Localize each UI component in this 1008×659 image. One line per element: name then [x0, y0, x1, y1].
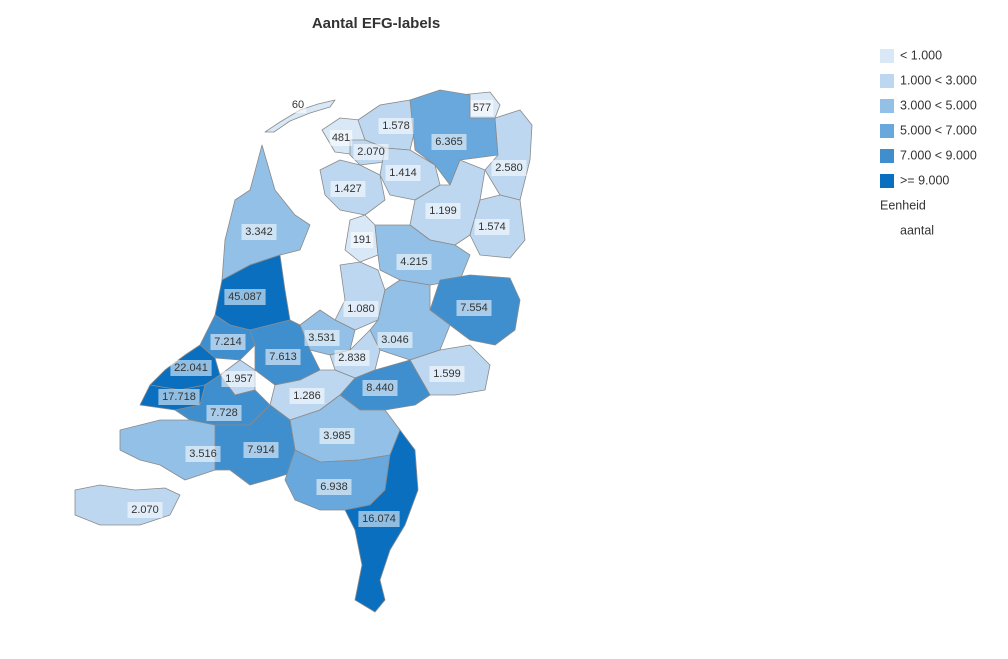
label-box: [343, 301, 379, 317]
region-label: 3.531: [308, 332, 336, 344]
region-label: 1.286: [293, 390, 321, 402]
region: [264, 99, 336, 133]
label-box: [350, 232, 374, 248]
label-box: [429, 366, 465, 382]
legend-swatch: [880, 124, 894, 138]
region-label: 60: [292, 99, 304, 111]
region-label: 1.427: [334, 183, 362, 195]
label-box: [329, 130, 353, 146]
legend-unit: aantal: [900, 223, 934, 237]
label-box: [362, 380, 398, 396]
legend-unit-title: Eenheid: [880, 198, 926, 212]
label-box: [170, 360, 212, 376]
region: [221, 144, 311, 281]
region-label: 1.578: [382, 120, 410, 132]
region-label: 2.070: [357, 146, 385, 158]
region-label: 3.342: [245, 226, 273, 238]
region-label: 6.365: [435, 136, 463, 148]
label-box: [304, 330, 340, 346]
region-label: 1.957: [225, 373, 253, 385]
region: [334, 261, 386, 331]
label-box: [330, 181, 366, 197]
region-label: 22.041: [174, 362, 208, 374]
region-label: 7.728: [210, 407, 238, 419]
legend: < 1.000 1.000 < 3.000 3.000 < 5.000 5.000 <…: [880, 48, 977, 237]
region-label: 7.554: [460, 302, 488, 314]
label-box: [221, 371, 257, 387]
region-label: 1.080: [347, 303, 375, 315]
legend-swatch: [880, 174, 894, 188]
region-label: 7.214: [214, 336, 242, 348]
legend-label: < 1.000: [900, 48, 942, 62]
legend-swatch: [880, 74, 894, 88]
legend-label: 5.000 < 7.000: [900, 123, 977, 137]
region-label: 3.985: [323, 430, 351, 442]
label-box: [474, 219, 510, 235]
region-label: 191: [353, 234, 371, 246]
legend-label: 1.000 < 3.000: [900, 73, 977, 87]
label-box: [425, 203, 461, 219]
label-box: [289, 388, 325, 404]
label-box: [316, 479, 352, 495]
label-box: [491, 160, 527, 176]
region-label: 16.074: [362, 513, 396, 525]
region-label: 7.613: [269, 351, 297, 363]
label-box: [265, 349, 301, 365]
region-label: 17.718: [162, 391, 196, 403]
region-label: 4.215: [400, 256, 428, 268]
label-box: [358, 511, 400, 527]
label-box: [431, 134, 467, 150]
label-box: [334, 350, 370, 366]
label-box: [185, 446, 221, 462]
label-box: [241, 224, 277, 240]
label-box: [353, 144, 389, 160]
label-box: [210, 334, 246, 350]
region-label: 3.046: [381, 334, 409, 346]
label-box: [289, 97, 307, 113]
legend-label: >= 9.000: [900, 173, 949, 187]
label-box: [158, 389, 200, 405]
label-box: [127, 502, 163, 518]
region-label: 1.414: [389, 167, 417, 179]
legend-swatch: [880, 99, 894, 113]
label-box: [378, 118, 414, 134]
label-box: [243, 442, 279, 458]
region-label: 7.914: [247, 444, 275, 456]
legend-swatch: [880, 49, 894, 63]
region-labels: 60 481 1.578 577 6.365 2.070 1.414 2.580 1.427 1.…: [127, 97, 527, 527]
label-box: [319, 428, 355, 444]
region-label: 8.440: [366, 382, 394, 394]
region-label: 1.599: [433, 368, 461, 380]
legend-label: 7.000 < 9.000: [900, 148, 977, 162]
regions: [74, 89, 533, 613]
region-label: 6.938: [320, 481, 348, 493]
chart-title: Aantal EFG-labels: [312, 15, 440, 32]
region-label: 2.070: [131, 504, 159, 516]
label-box: [456, 300, 492, 316]
region-label: 1.199: [429, 205, 457, 217]
label-box: [396, 254, 432, 270]
region-label: 577: [473, 102, 491, 114]
region-label: 481: [332, 132, 350, 144]
region-label: 3.516: [189, 448, 217, 460]
label-box: [377, 332, 413, 348]
region-label: 1.574: [478, 221, 506, 233]
label-box: [470, 100, 494, 116]
legend-swatch: [880, 149, 894, 163]
label-box: [224, 289, 266, 305]
legend-label: 3.000 < 5.000: [900, 98, 977, 112]
region-label: 2.838: [338, 352, 366, 364]
label-box: [385, 165, 421, 181]
region-label: 2.580: [495, 162, 523, 174]
label-box: [206, 405, 242, 421]
region-label: 45.087: [228, 291, 262, 303]
